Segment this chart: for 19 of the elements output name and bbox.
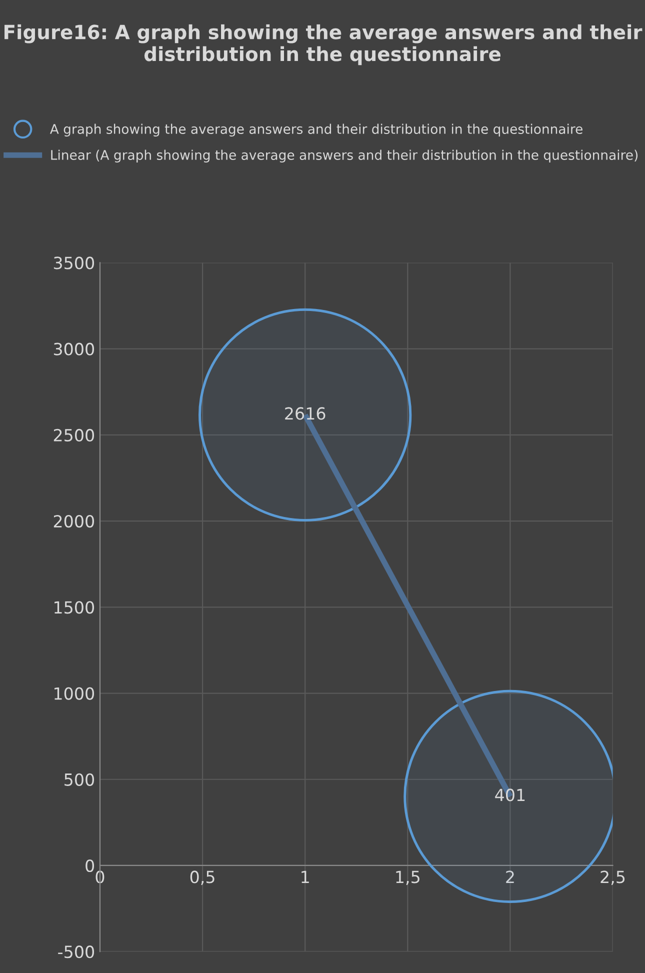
x-tick-label: 1 (302, 870, 309, 884)
y-tick-label: 3000 (54, 342, 94, 356)
legend-label: Linear (A graph showing the average answers and their distribution in the questionnaire) (51, 150, 638, 163)
y-tick-label: -500 (58, 946, 94, 958)
y-tick-label: 1500 (54, 601, 94, 614)
y-tick-label: 500 (64, 773, 94, 786)
legend-label: A graph showing the average answers and their distribution in the questionnaire (50, 124, 582, 137)
y-tick-label: 0 (86, 859, 94, 872)
y-tick-label: 2500 (54, 428, 94, 442)
y-tick-label: 1000 (54, 687, 94, 700)
y-tick-label: 3500 (54, 256, 94, 270)
data-label: 401 (495, 788, 525, 802)
x-tick-label: 2 (506, 870, 514, 884)
chart-title: Figure16: A graph showing the average answers and their distribution in the questionnaire (4, 24, 642, 66)
x-tick-label: 1,5 (396, 870, 420, 885)
x-tick-label: 2,5 (600, 870, 625, 885)
data-label: 2616 (285, 407, 326, 420)
y-tick-label: 2000 (54, 515, 94, 528)
x-tick-label: 0,5 (190, 870, 214, 885)
